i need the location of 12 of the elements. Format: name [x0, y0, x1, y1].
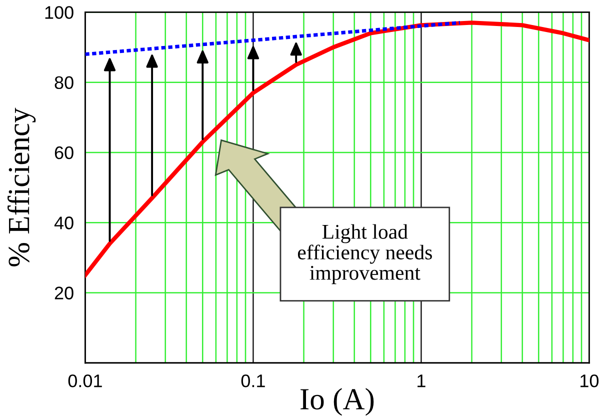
annotation: Light load efficiency needs improvement [298, 224, 432, 284]
y-tick-label: 80 [54, 76, 74, 90]
y-tick-label: 40 [54, 216, 74, 230]
x-axis-title: Io (A) [300, 388, 374, 416]
x-tick-label: 10 [580, 374, 599, 388]
y-tick-label: 20 [54, 286, 74, 300]
x-tick-label: 0.01 [68, 374, 102, 388]
x-tick-label: 1 [418, 374, 426, 388]
y-tick-label: 60 [54, 146, 74, 160]
x-tick-label: 0.1 [241, 374, 265, 388]
y-axis-title: % Efficiency [8, 108, 36, 266]
y-tick-label: 100 [45, 6, 74, 19]
